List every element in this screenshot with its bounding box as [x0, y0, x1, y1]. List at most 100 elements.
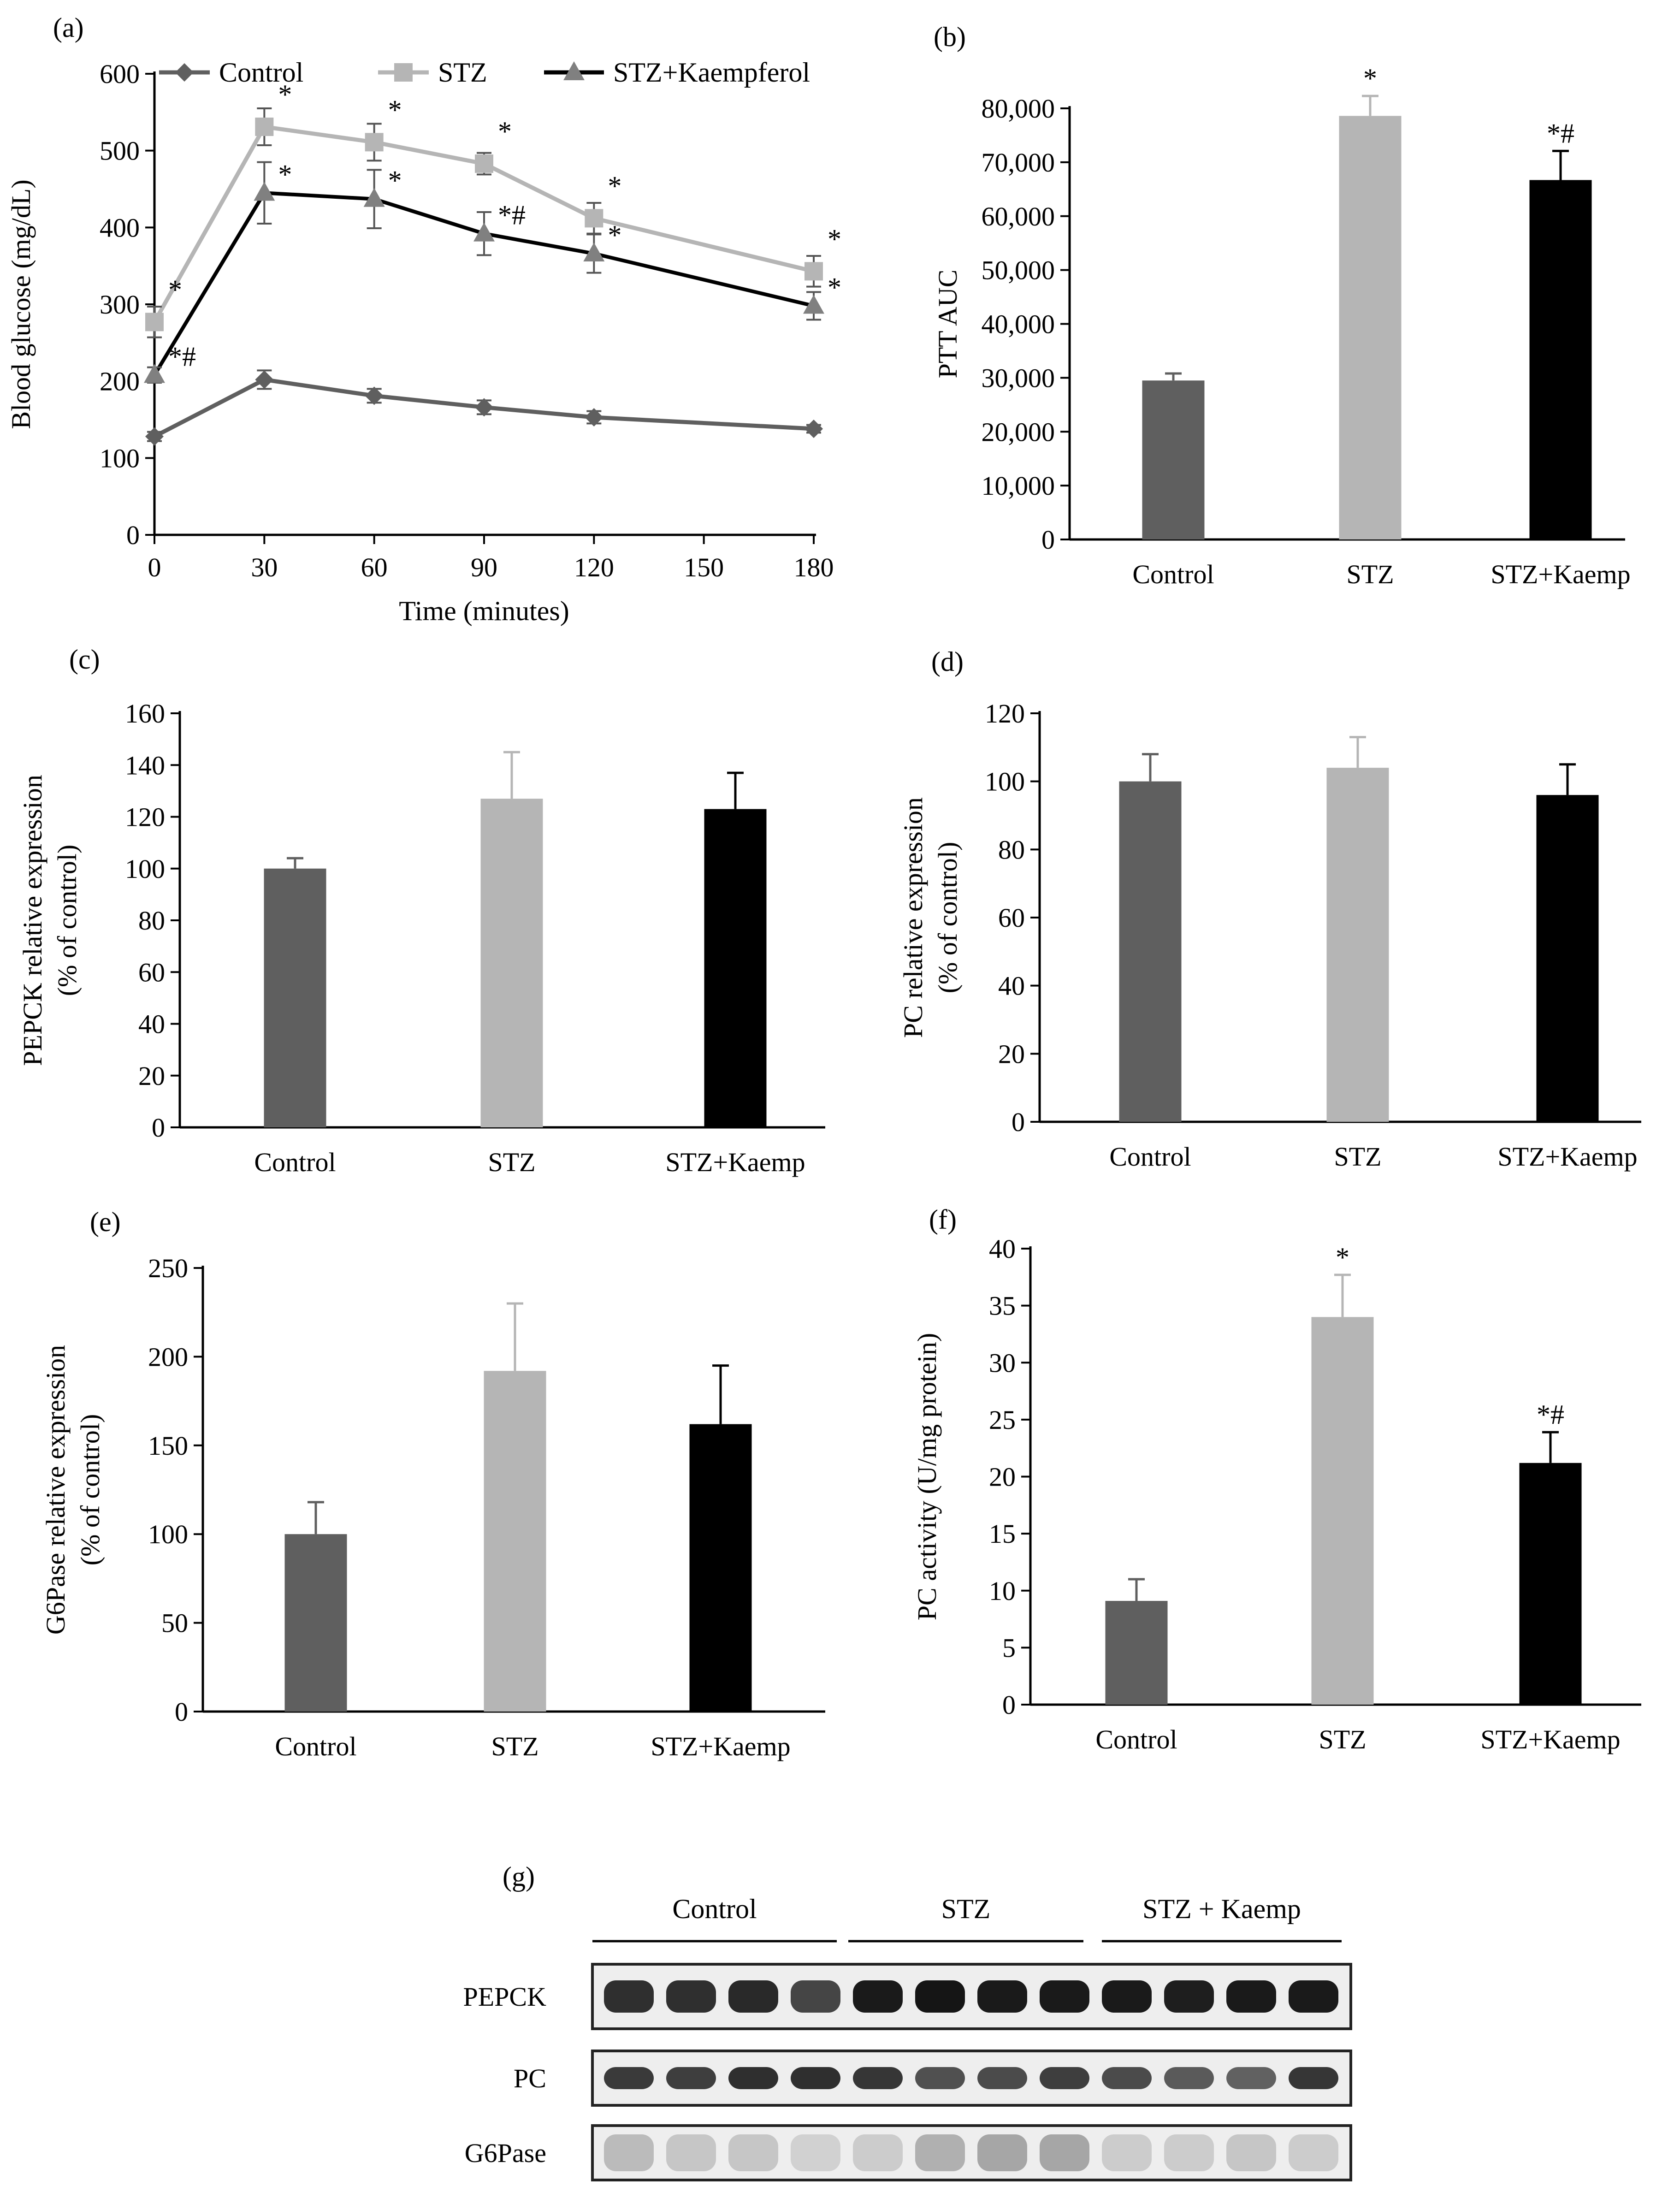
data-point — [805, 262, 823, 281]
x-category-label: STZ — [491, 1731, 538, 1761]
data-point — [365, 386, 384, 405]
blot-band — [853, 2067, 903, 2089]
x-category-label: STZ+Kaemp — [1497, 1142, 1637, 1172]
series-line — [153, 124, 815, 323]
data-point — [175, 63, 194, 82]
panel-label: (e) — [90, 1207, 121, 1237]
significance-marker: * — [608, 220, 621, 250]
legend-label: STZ — [438, 57, 487, 88]
y-tick-label: 40,000 — [982, 309, 1055, 339]
blot-row-label: G6Pase — [465, 2138, 546, 2168]
blot-membrane — [591, 2124, 1352, 2181]
x-tick-label: 60 — [361, 552, 388, 582]
blot-band — [853, 2134, 903, 2171]
y-tick-label: 250 — [148, 1253, 188, 1283]
data-point — [475, 154, 493, 173]
y-tick-label: 0 — [152, 1113, 165, 1143]
y-tick-label: 5 — [1002, 1633, 1016, 1663]
bar-kaemp — [704, 809, 767, 1127]
x-tick-label: 0 — [148, 552, 161, 582]
y-tick-label: 20,000 — [982, 417, 1055, 447]
blot-band — [1289, 2067, 1338, 2089]
y-tick-label: 35 — [989, 1291, 1016, 1321]
y-tick-label: 0 — [126, 520, 140, 550]
y-axis-title: G6Pase relative expression — [41, 1345, 71, 1635]
y-tick-label: 50,000 — [982, 255, 1055, 285]
series-line — [153, 377, 814, 438]
blot-band — [728, 2067, 778, 2089]
western-blot: (g) Control STZ STZ + Kaemp PEPCK PC G6Pase — [463, 1861, 1352, 2181]
blot-band — [1226, 2134, 1276, 2171]
y-axis-title-units: (% of control) — [75, 1414, 105, 1566]
panel-label: (b) — [934, 22, 966, 52]
y-tick-label: 20 — [138, 1061, 165, 1091]
data-point — [585, 209, 603, 228]
x-category-label: STZ — [1334, 1142, 1381, 1172]
x-category-label: Control — [275, 1731, 356, 1761]
x-category-label: Control — [1109, 1142, 1191, 1172]
group-label: Control — [672, 1894, 757, 1924]
y-tick-label: 120 — [985, 699, 1025, 729]
group-label: STZ — [941, 1894, 991, 1924]
blot-band — [1164, 1980, 1214, 2013]
x-category-label: STZ+Kaemp — [1480, 1724, 1620, 1754]
y-tick-label: 0 — [1012, 1107, 1025, 1137]
blot-band — [791, 1980, 840, 2013]
blot-band — [666, 1980, 716, 2013]
data-point — [144, 364, 165, 383]
x-category-label: STZ — [488, 1147, 535, 1177]
y-tick-label: 20 — [998, 1039, 1025, 1069]
y-tick-label: 500 — [100, 136, 140, 166]
data-point — [254, 182, 275, 201]
blot-band — [1164, 2134, 1214, 2171]
y-tick-label: 10,000 — [982, 471, 1055, 501]
group-label: STZ + Kaemp — [1142, 1894, 1301, 1924]
x-axis-title: Time (minutes) — [399, 596, 569, 626]
blot-band — [604, 2134, 654, 2171]
x-category-label: STZ — [1346, 559, 1394, 589]
y-tick-label: 100 — [985, 767, 1025, 797]
data-point — [145, 313, 164, 332]
bar-stz — [480, 799, 543, 1127]
x-category-label: Control — [1095, 1724, 1177, 1754]
bar-control — [1119, 781, 1182, 1122]
blot-band — [1102, 2134, 1152, 2171]
chart-panel-c: (c) 0 20 40 60 80 100 120 140 160 PEPCK relative e… — [18, 644, 825, 1177]
blot-row-label: PC — [514, 2063, 546, 2093]
blot-band — [666, 2134, 716, 2171]
blot-band — [1289, 1980, 1338, 2013]
y-tick-label: 60 — [998, 903, 1025, 933]
blot-band — [915, 2134, 965, 2171]
x-category-label: STZ+Kaemp — [651, 1731, 790, 1761]
panel-label: (a) — [53, 12, 84, 43]
blot-band — [977, 1980, 1027, 2013]
y-tick-label: 60 — [138, 957, 165, 987]
significance-marker: * — [278, 79, 292, 110]
data-point — [394, 63, 413, 82]
y-tick-label: 160 — [125, 699, 165, 729]
blot-row-pc: PC — [514, 2050, 1352, 2107]
y-tick-label: 0 — [1041, 525, 1055, 555]
data-point — [473, 222, 495, 242]
chart-panel-f: (f) 0 5 10 15 20 25 30 35 40 PC activity (U/mg pro… — [912, 1204, 1641, 1754]
panel-label: (d) — [931, 646, 964, 677]
data-point — [563, 61, 585, 80]
y-tick-label: 600 — [100, 59, 140, 89]
y-tick-label: 150 — [148, 1431, 188, 1461]
significance-marker: * — [828, 272, 841, 302]
x-tick-label: 150 — [684, 552, 724, 582]
y-tick-label: 0 — [175, 1697, 188, 1727]
blot-band — [977, 2067, 1027, 2089]
blot-band — [1164, 2067, 1214, 2089]
y-tick-label: 100 — [148, 1519, 188, 1549]
bar-stz — [1326, 768, 1389, 1122]
y-tick-label: 120 — [125, 802, 165, 832]
blot-band — [1040, 2134, 1089, 2171]
y-tick-label: 300 — [100, 290, 140, 320]
significance-marker: * — [608, 171, 621, 201]
x-category-label: STZ — [1319, 1724, 1366, 1754]
data-point — [365, 133, 384, 152]
y-axis-title: PEPCK relative expression — [18, 775, 47, 1066]
x-tick-label: 30 — [251, 552, 278, 582]
